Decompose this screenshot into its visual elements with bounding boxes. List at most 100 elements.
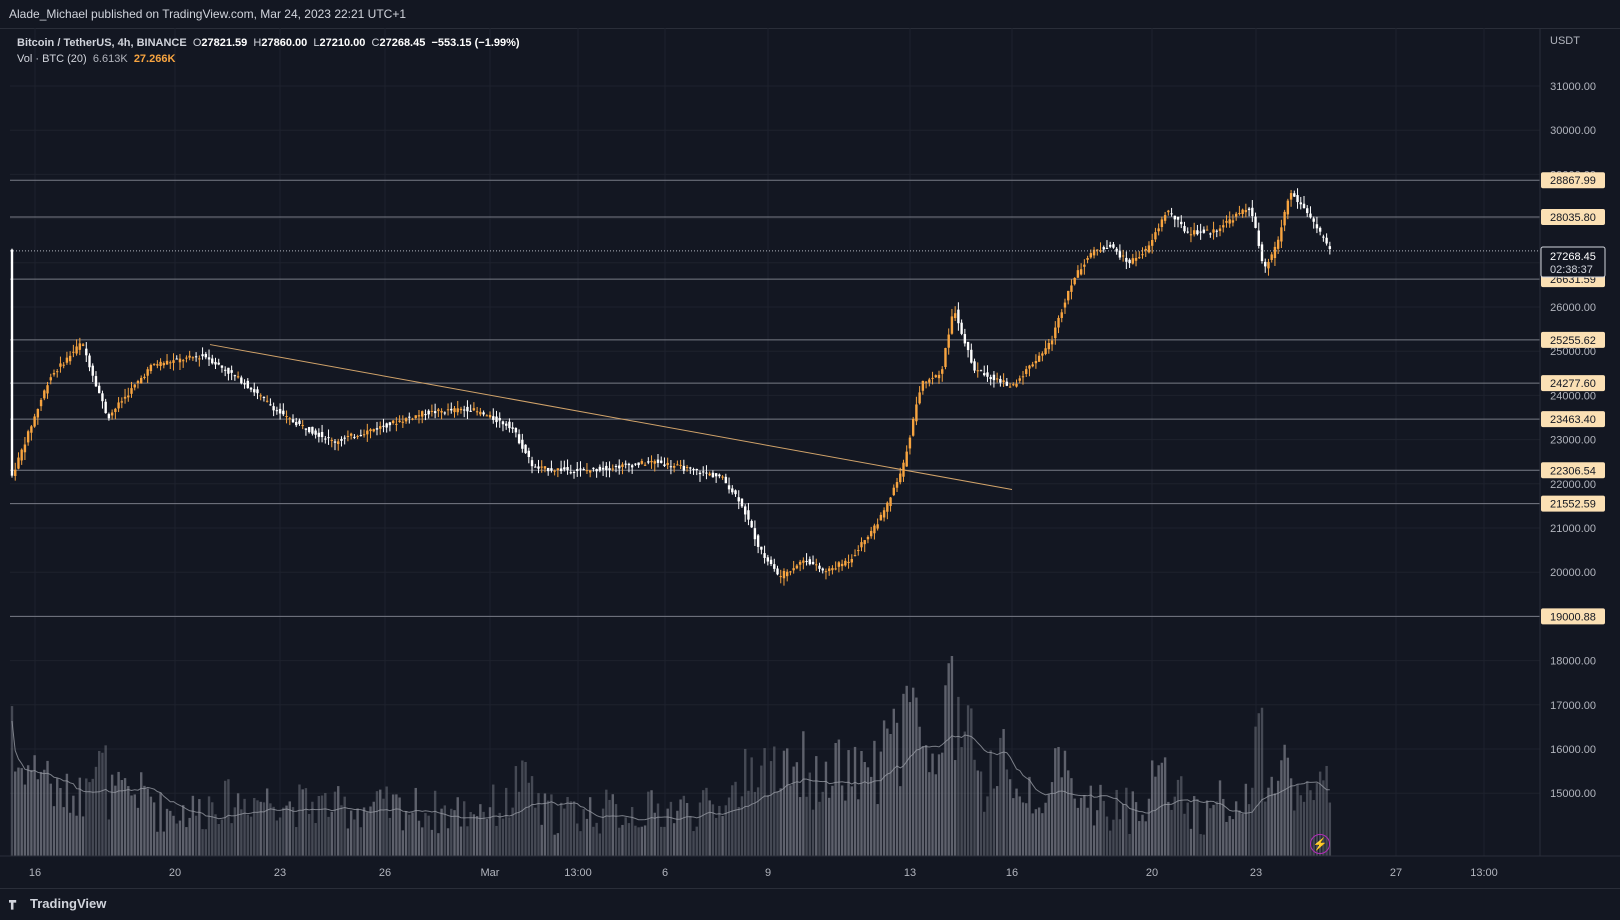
volume-bar	[563, 808, 566, 856]
time-tick-label: 26	[379, 867, 391, 879]
volume-bar	[1199, 834, 1202, 856]
candle-body	[169, 362, 172, 364]
volume-value: 27.266K	[133, 53, 176, 65]
candle-body	[1209, 233, 1212, 235]
volume-bar	[1244, 783, 1248, 856]
candle-body	[30, 426, 33, 433]
time-tick-label: Mar	[481, 867, 500, 879]
candle-body	[818, 565, 821, 569]
candle-body	[1218, 228, 1222, 232]
candle-body	[853, 555, 857, 557]
volume-bar	[960, 747, 963, 856]
volume-bar	[1134, 802, 1138, 856]
price-axis-currency: USDT	[1550, 35, 1580, 47]
time-axis[interactable]: 16 20 23 26 Mar 13:00 6 9 13 16 20 23 27 13:00	[29, 867, 1498, 879]
volume-bar	[204, 829, 207, 856]
volume-bar	[1283, 744, 1286, 856]
volume-label[interactable]: Vol · BTC (20)	[17, 53, 87, 65]
candle-body	[59, 363, 62, 367]
volume-bar	[272, 806, 275, 856]
symbol-title[interactable]: Bitcoin / TetherUS, 4h, BINANCE	[17, 37, 187, 49]
candle-body	[272, 406, 275, 411]
price-chart[interactable]: 31000.0030000.0029000.0028000.0027000.00…	[0, 0, 1620, 888]
volume-bar	[995, 786, 999, 856]
price-tick-label: 15000.00	[1550, 788, 1596, 800]
candle-body	[443, 412, 447, 414]
volume-bar	[1073, 798, 1076, 856]
candle-body	[49, 377, 52, 381]
volume-bar	[78, 777, 82, 856]
volume-bar	[269, 803, 272, 856]
candle-body	[1325, 237, 1328, 244]
volume-bar	[882, 720, 886, 856]
candle-body	[152, 363, 156, 365]
volume-bar	[152, 802, 156, 856]
volume-bar	[1280, 760, 1283, 856]
candle-body	[1121, 255, 1125, 257]
volume-bar	[372, 801, 375, 856]
level-label: 25255.62	[1550, 335, 1596, 347]
volume-bar	[446, 828, 450, 856]
candle-body	[1102, 247, 1105, 250]
price-axis[interactable]: 31000.0030000.0029000.0028000.0027000.00…	[1550, 81, 1596, 800]
candle-body	[1005, 381, 1009, 386]
candle-body	[576, 469, 579, 471]
candle-body	[1109, 244, 1112, 247]
volume-bar	[1157, 765, 1160, 856]
candle-body	[175, 358, 178, 360]
candle-body	[178, 358, 182, 363]
volume-bar	[1231, 819, 1235, 856]
level-label-box	[1541, 209, 1605, 226]
candle-body	[1180, 221, 1183, 225]
volume-bar	[711, 804, 715, 856]
volume-bar	[744, 748, 747, 856]
tradingview-logo[interactable]: TradingView	[9, 896, 106, 911]
candle-body	[391, 420, 395, 424]
candle-body	[1267, 261, 1270, 269]
candle-body	[411, 418, 414, 420]
level-label: 28867.99	[1550, 175, 1596, 187]
candle-body	[1280, 227, 1283, 242]
candle-body	[995, 378, 999, 380]
candle-body	[340, 438, 343, 441]
candle-body	[941, 369, 944, 374]
candle-body	[1092, 249, 1096, 256]
candle-body	[485, 415, 489, 417]
volume-bar	[973, 759, 976, 856]
candle-body	[143, 376, 146, 379]
candle-body	[1283, 211, 1286, 226]
price-tick-label: 21000.00	[1550, 523, 1596, 535]
candle-body	[1021, 376, 1025, 378]
candle-body	[740, 498, 744, 507]
volume-bar	[1012, 798, 1015, 856]
candle-body	[915, 404, 918, 422]
candle-body	[782, 570, 786, 579]
lightning-icon[interactable]: ⚡	[1310, 834, 1330, 854]
candle-body	[127, 395, 130, 398]
volume-bar	[937, 754, 941, 856]
candle-body	[1189, 234, 1193, 236]
volume-bar	[895, 722, 899, 856]
volume-bar	[569, 801, 572, 856]
volume-bar	[123, 778, 127, 856]
volume-bar	[514, 766, 518, 856]
volume-bar	[404, 811, 408, 856]
candle-body	[698, 472, 702, 475]
volume-bar	[30, 769, 33, 856]
volume-bar	[721, 816, 724, 856]
volume-bar	[301, 789, 304, 856]
trendline[interactable]	[209, 344, 1013, 491]
volume-bar	[660, 826, 663, 856]
volume-bar	[534, 807, 537, 856]
candle-body	[811, 561, 815, 564]
candle-body	[824, 571, 828, 573]
volume-bar	[601, 808, 605, 856]
volume-bar	[46, 760, 49, 856]
candle-body	[295, 422, 298, 426]
volume-bar	[311, 801, 314, 856]
volume-bar	[902, 693, 905, 856]
candle-body	[62, 364, 65, 366]
volume-bar	[624, 817, 627, 856]
volume-bar	[488, 807, 492, 856]
volume-bar	[779, 788, 782, 856]
